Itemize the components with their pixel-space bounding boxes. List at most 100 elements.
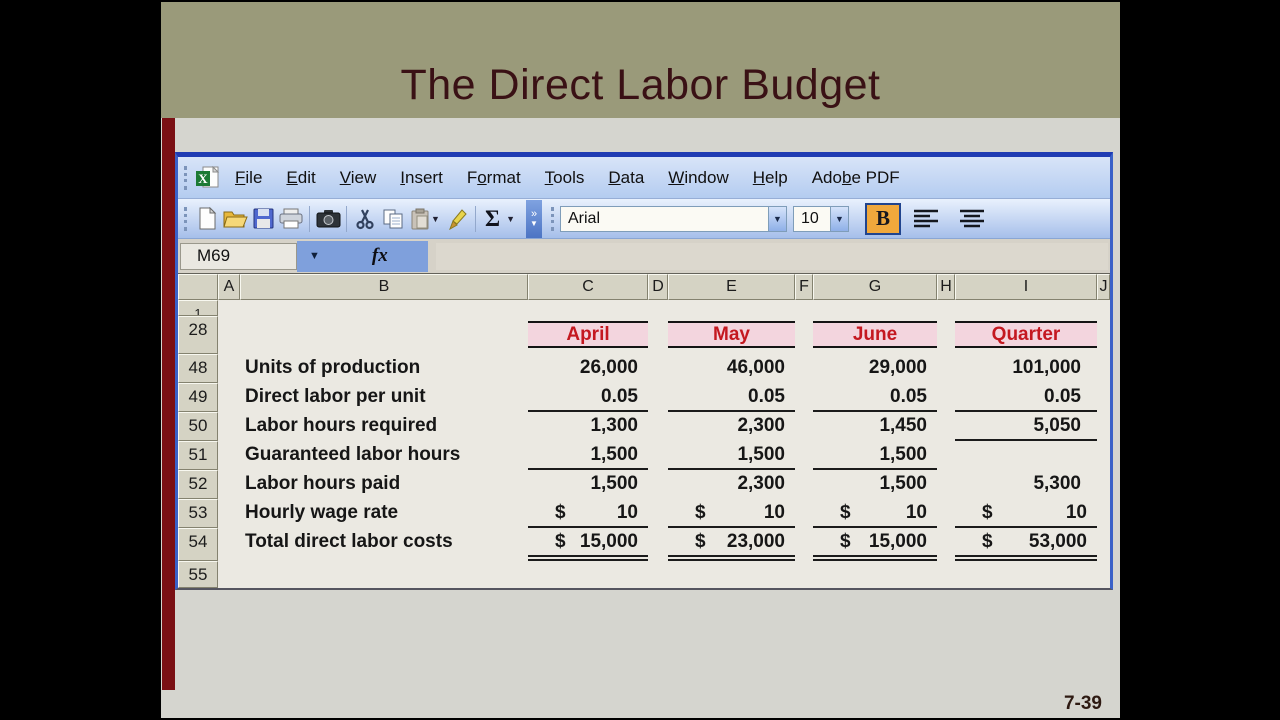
cell-value-48-3[interactable]: 101,000 (1012, 357, 1081, 378)
cell-value-54-0[interactable]: $15,000 (528, 528, 648, 561)
font-name-combo[interactable]: Arial ▼ (560, 205, 787, 232)
bold-button[interactable]: B (865, 202, 901, 235)
cell-value-48-2[interactable]: 29,000 (868, 357, 927, 378)
cell-label-51[interactable]: Guaranteed labor hours (245, 444, 461, 465)
cell-blank[interactable] (648, 470, 668, 499)
cell-blank[interactable] (795, 470, 813, 499)
row-header-55[interactable]: 55 (178, 561, 218, 588)
cell-blank[interactable] (240, 316, 528, 354)
cell-value-49-3[interactable]: 0.05 (955, 383, 1097, 412)
cell-period-quarter[interactable]: Quarter (955, 316, 1097, 354)
cell-blank[interactable] (648, 354, 668, 383)
cell-blank[interactable] (1097, 412, 1110, 441)
row-header-52[interactable]: 52 (178, 470, 218, 499)
cell-value-52-2[interactable]: 1,500 (879, 473, 927, 494)
align-center-icon[interactable] (955, 204, 989, 234)
row-header-50[interactable]: 50 (178, 412, 218, 441)
autosum-dropdown-arrow[interactable]: ▼ (506, 213, 515, 224)
row-header-51[interactable]: 51 (178, 441, 218, 470)
toolbar-grip[interactable] (184, 206, 188, 231)
cell-blank[interactable] (937, 316, 955, 354)
cell-value-50-0[interactable]: 1,300 (590, 415, 638, 436)
cell-blank[interactable] (218, 354, 240, 383)
paste-dropdown-arrow[interactable]: ▼ (431, 213, 440, 224)
cell-blank[interactable] (218, 441, 240, 470)
format-painter-icon[interactable] (443, 204, 471, 234)
cut-icon[interactable] (351, 204, 379, 234)
cell-blank[interactable] (795, 316, 813, 354)
autosum-button[interactable]: Σ ▼ (485, 205, 515, 231)
cell-blank[interactable] (1097, 316, 1110, 354)
menu-tools[interactable]: Tools (544, 167, 585, 187)
align-left-icon[interactable] (909, 204, 943, 234)
cell-label-48[interactable]: Units of production (245, 357, 421, 378)
cell-blank[interactable] (1097, 470, 1110, 499)
cell-blank[interactable] (218, 528, 240, 561)
cell-value-48-0[interactable]: 26,000 (579, 357, 638, 378)
cell-value-54-3[interactable]: $53,000 (955, 528, 1097, 561)
cell-value-54-2[interactable]: $15,000 (813, 528, 937, 561)
name-box-dropdown-arrow[interactable]: ▼ (309, 250, 320, 262)
cell-value-48-1[interactable]: 46,000 (726, 357, 785, 378)
cell-label-54[interactable]: Total direct labor costs (245, 531, 453, 552)
cell-blank[interactable] (648, 412, 668, 441)
menu-view[interactable]: View (339, 167, 377, 187)
toolbar-grip[interactable] (551, 206, 555, 231)
cell-value-50-3[interactable]: 5,050 (955, 412, 1097, 441)
cell-blank[interactable] (1097, 441, 1110, 470)
column-header-B[interactable]: B (240, 274, 528, 300)
menu-help[interactable]: Help (752, 167, 788, 187)
cell-value-51-2[interactable]: 1,500 (813, 441, 937, 470)
save-icon[interactable] (249, 204, 277, 234)
column-header-A[interactable]: A (218, 274, 240, 300)
cell-value-53-2[interactable]: $10 (813, 499, 937, 528)
cell-blank[interactable] (795, 412, 813, 441)
cell-blank[interactable] (648, 383, 668, 412)
cell-value-51-1[interactable]: 1,500 (668, 441, 795, 470)
cell-blank[interactable] (937, 441, 955, 470)
cell-period-june[interactable]: June (813, 316, 937, 354)
cell-label-49[interactable]: Direct labor per unit (245, 386, 426, 407)
row-header-54[interactable]: 54 (178, 528, 218, 561)
cell-value-52-1[interactable]: 2,300 (737, 473, 785, 494)
paste-icon[interactable]: ▼ (407, 204, 443, 234)
toolbar-overflow-button[interactable]: » ▼ (526, 199, 542, 238)
cell-value-53-1[interactable]: $10 (668, 499, 795, 528)
cell-A1[interactable] (218, 300, 1110, 316)
cell-blank[interactable] (218, 316, 240, 354)
cell-blank[interactable] (937, 528, 955, 561)
cell-blank[interactable] (937, 412, 955, 441)
cell-value-51-3[interactable] (955, 441, 1097, 470)
formula-input[interactable] (436, 242, 1108, 270)
column-header-J[interactable]: J (1097, 274, 1110, 300)
copy-icon[interactable] (379, 204, 407, 234)
cell-blank[interactable] (795, 354, 813, 383)
row-header-48[interactable]: 48 (178, 354, 218, 383)
cell-value-53-3[interactable]: $10 (955, 499, 1097, 528)
row-header-49[interactable]: 49 (178, 383, 218, 412)
cell-blank[interactable] (937, 383, 955, 412)
print-icon[interactable] (277, 204, 305, 234)
open-folder-icon[interactable] (221, 204, 249, 234)
cell-blank[interactable] (1097, 528, 1110, 561)
column-header-H[interactable]: H (937, 274, 955, 300)
cell-blank[interactable] (218, 383, 240, 412)
cell-blank[interactable] (1097, 354, 1110, 383)
column-header-G[interactable]: G (813, 274, 937, 300)
menu-data[interactable]: Data (608, 167, 645, 187)
cell-value-49-1[interactable]: 0.05 (668, 383, 795, 412)
cell-blank[interactable] (648, 441, 668, 470)
cell-label-50[interactable]: Labor hours required (245, 415, 438, 436)
cell-blank[interactable] (218, 499, 240, 528)
name-box[interactable]: M69 (180, 242, 297, 270)
column-header-C[interactable]: C (528, 274, 648, 300)
cell-blank[interactable] (795, 441, 813, 470)
cell-blank[interactable] (795, 528, 813, 561)
cell-period-april[interactable]: April (528, 316, 648, 354)
cell-value-50-1[interactable]: 2,300 (737, 415, 785, 436)
cell-value-52-0[interactable]: 1,500 (590, 473, 638, 494)
cell-blank[interactable] (937, 354, 955, 383)
cell-blank[interactable] (795, 383, 813, 412)
cell-blank[interactable] (648, 499, 668, 528)
camera-icon[interactable] (314, 204, 342, 234)
